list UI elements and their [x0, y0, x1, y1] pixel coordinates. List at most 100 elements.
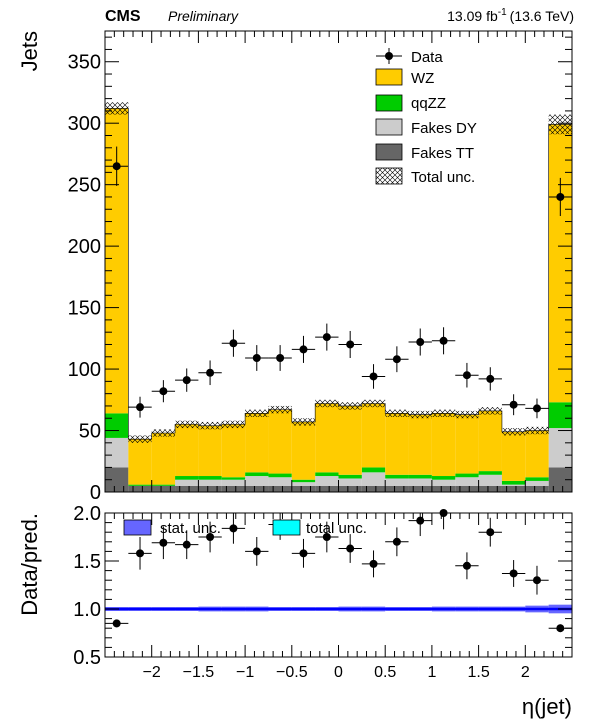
stack-bar-qqzz-12 [385, 474, 409, 479]
stack-bar-fakes-dy-17 [501, 484, 526, 486]
stack-bar-fakes-dy-10 [338, 478, 362, 486]
legend-wz-label: WZ [411, 70, 434, 87]
stack-bar-wz-19 [548, 124, 572, 403]
main-y-tick-label: 300 [68, 113, 101, 135]
main-stack [104, 108, 573, 492]
data-point-3 [182, 376, 191, 385]
stack-bar-wz-18 [525, 430, 549, 478]
total-unc-box-19 [548, 114, 572, 135]
data-point-15 [462, 371, 471, 380]
ratio-point-11 [369, 559, 378, 568]
stack-bar-qqzz-9 [315, 472, 339, 477]
data-point-6 [252, 354, 261, 363]
stack-bar-fakes-tt-14 [431, 485, 456, 492]
stack-bar-qqzz-1 [128, 484, 152, 486]
total-unc-box-10 [338, 402, 362, 410]
ratio-point-4 [206, 533, 215, 541]
total-unc-box-17 [501, 428, 526, 436]
stack-bar-qqzz-15 [455, 473, 479, 478]
ratio-x-tick-label: 1.5 [467, 664, 489, 681]
data-point-0 [112, 162, 121, 171]
data-point-19 [556, 192, 565, 201]
stack-bar-wz-3 [175, 424, 199, 477]
total-unc-box-14 [431, 409, 456, 418]
stack-bar-fakes-tt-19 [548, 467, 572, 492]
status-label: Preliminary [168, 8, 239, 24]
data-point-5 [229, 339, 238, 348]
legend-entry-fakes-dy: Fakes DY [375, 118, 477, 137]
lumi-label: 13.09 fb-1 (13.6 TeV) [447, 7, 574, 24]
main-y-tick-label: 350 [68, 52, 101, 74]
ratio-point-3 [182, 540, 191, 549]
stack-bar-qqzz-7 [268, 473, 292, 478]
main-y-tick-label: 250 [68, 175, 101, 197]
ratio-x-tick-label: −1 [236, 664, 254, 681]
stack-bar-wz-10 [338, 405, 362, 475]
ratio-y-tick-label: 1.0 [73, 599, 101, 621]
stack-bar-fakes-tt-9 [315, 485, 339, 492]
stack-bar-wz-5 [221, 424, 246, 478]
ratio-y-tick-label: 0.5 [73, 647, 101, 669]
ratio-legend-total-swatch [272, 519, 301, 536]
total-unc-box-8 [291, 418, 316, 426]
stack-bar-fakes-dy-0 [105, 437, 129, 468]
stack-bar-fakes-tt-17 [501, 485, 526, 492]
total-unc-box-12 [385, 409, 409, 418]
total-unc-box-6 [245, 409, 269, 418]
stack-bar-wz-16 [478, 410, 502, 472]
data-point-16 [486, 374, 495, 383]
stack-bar-wz-15 [455, 414, 479, 474]
ratio-uncertainty-band [105, 604, 572, 614]
stack-bar-fakes-dy-8 [291, 482, 316, 486]
main-y-tick-label: 100 [68, 359, 101, 381]
data-point-14 [439, 336, 448, 345]
stack-bar-fakes-dy-5 [221, 479, 246, 486]
stack-bar-fakes-tt-7 [268, 485, 292, 492]
stack-bar-fakes-tt-16 [478, 485, 502, 492]
stack-bar-fakes-dy-4 [198, 479, 222, 486]
ratio-y-tick-label: 1.5 [73, 551, 101, 573]
total-unc-box-16 [478, 407, 502, 415]
stack-bar-qqzz-19 [548, 402, 572, 429]
stack-bar-qqzz-17 [501, 480, 526, 485]
stack-bar-qqzz-3 [175, 476, 199, 480]
stack-bar-qqzz-13 [408, 474, 432, 479]
ratio-x-tick-label: 1 [427, 664, 436, 681]
ratio-point-15 [462, 561, 471, 570]
ratio-axes: −2 −1.5 −1 −0.5 0 0.5 1 1.5 2 0.5 1.0 1.5 2.0 [73, 503, 573, 681]
total-unc-box-4 [198, 421, 222, 430]
data-point-7 [276, 354, 285, 363]
x-axis-label: η(jet) [522, 694, 572, 719]
lumi-value: 13.09 fb [447, 8, 498, 24]
legend-wz-swatch [375, 68, 403, 86]
stack-bar-fakes-tt-11 [361, 485, 386, 492]
legend-qqzz-label: qqZZ [411, 95, 446, 112]
ratio-legend-stat-swatch [123, 519, 152, 536]
legend-entry-fakes-tt: Fakes TT [375, 143, 474, 162]
stack-bar-fakes-dy-15 [455, 477, 479, 486]
ratio-point-0 [112, 619, 121, 628]
stack-bar-wz-6 [245, 413, 269, 473]
data-point-8 [299, 345, 308, 354]
stack-bar-fakes-dy-9 [315, 476, 339, 486]
main-axes: 0 50 100 150 200 250 300 350 [68, 31, 573, 504]
stack-bar-fakes-tt-0 [105, 467, 129, 492]
stack-bar-fakes-tt-3 [175, 485, 199, 492]
ratio-x-tick-label: −0.5 [276, 664, 308, 681]
stack-bar-fakes-tt-5 [221, 485, 246, 492]
legend-fakes-tt-label: Fakes TT [411, 145, 474, 162]
ratio-point-18 [532, 576, 541, 585]
data-point-2 [159, 387, 168, 396]
legend-entry-qqzz: qqZZ [375, 94, 446, 112]
legend-fakes-dy-swatch [375, 118, 403, 136]
main-y-label: Jets [17, 31, 42, 71]
stack-bar-fakes-dy-11 [361, 472, 386, 486]
ratio-data-points [105, 509, 572, 633]
stack-bar-wz-1 [128, 439, 152, 485]
legend-fakes-dy-label: Fakes DY [411, 120, 477, 137]
ratio-point-9 [322, 533, 331, 541]
ratio-x-tick-label: −1.5 [183, 664, 215, 681]
ratio-x-tick-label: 0.5 [374, 664, 396, 681]
data-point-12 [392, 355, 401, 364]
total-unc-box-3 [175, 420, 199, 429]
